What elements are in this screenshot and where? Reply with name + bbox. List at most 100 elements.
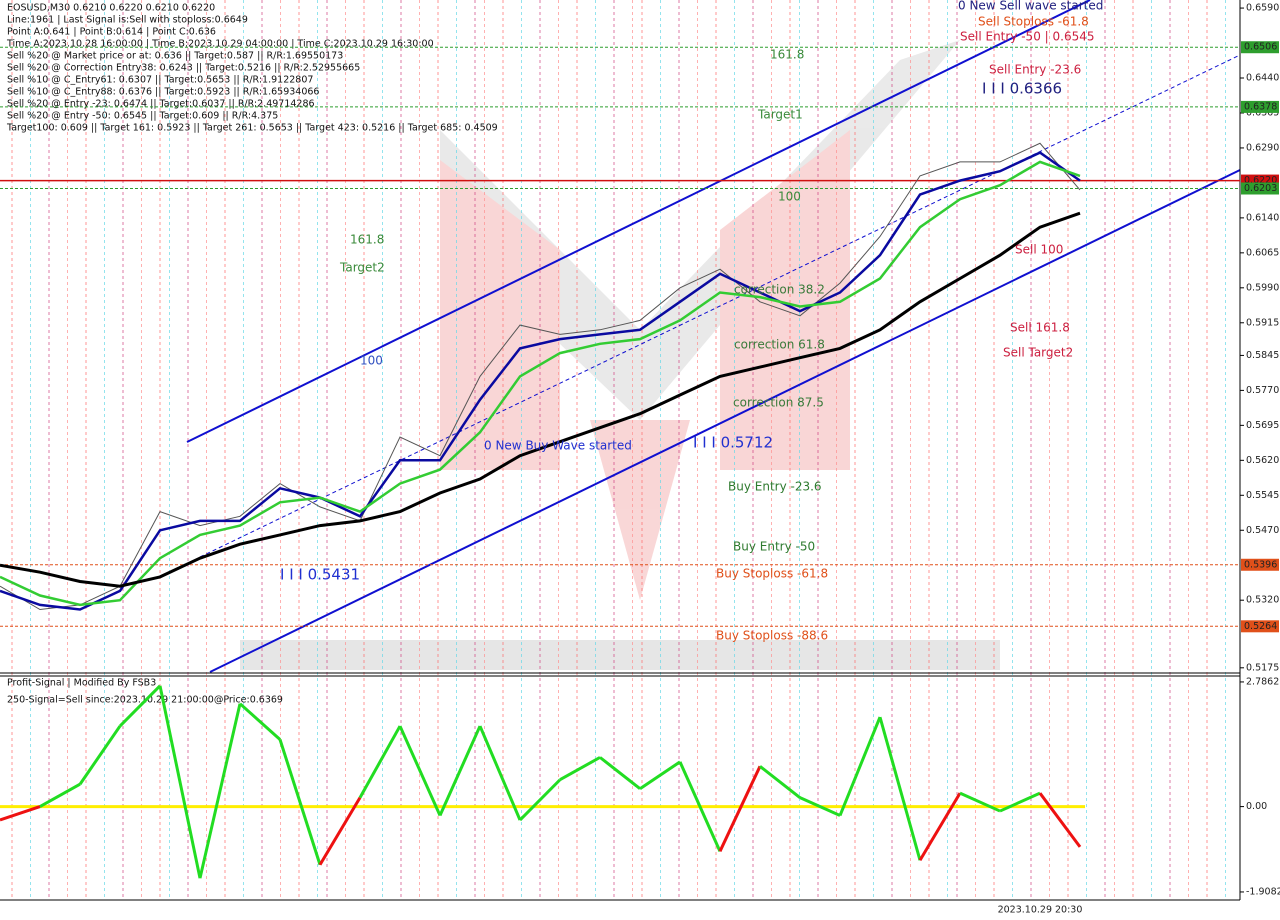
- annotation: Sell Target2: [1003, 346, 1073, 360]
- annotation: correction 61.8: [734, 338, 825, 352]
- oscillator-segment: [559, 756, 601, 782]
- series-line: [0, 160, 1081, 607]
- level-label: 0.6220: [1244, 175, 1277, 186]
- y-tick-label: 0.5770: [1246, 385, 1279, 396]
- y-tick-label: 2.7862: [1246, 676, 1279, 687]
- annotation: 100: [778, 190, 801, 204]
- oscillator-segment: [799, 796, 841, 817]
- info-line: Sell %20 @ Market price or at: 0.636 || …: [7, 51, 343, 62]
- oscillator-segment: [0, 805, 41, 822]
- info-line: Sell %20 @ Entry -50: 0.6545 || Target:0…: [7, 111, 278, 122]
- channel-middle: [199, 54, 1241, 558]
- y-tick-label: 0.5620: [1246, 455, 1279, 466]
- oscillator-segment: [158, 685, 202, 879]
- annotation: Buy Entry -23.6: [728, 480, 822, 494]
- level-label: 0.6506: [1244, 42, 1277, 53]
- annotation: Sell 100: [1015, 243, 1063, 257]
- level-badge: [1241, 100, 1279, 113]
- y-tick-label: 0.5320: [1246, 595, 1279, 606]
- info-line: Target100: 0.609 || Target 161: 0.5923 |…: [6, 123, 498, 134]
- info-line: Sell %10 @ C_Entry61: 0.6307 || Target:0…: [7, 75, 313, 86]
- info-line: Line:1961 | Last Signal is:Sell with sto…: [7, 15, 248, 26]
- level-badge: [1241, 620, 1279, 633]
- annotation: Buy Stoploss -61.8: [716, 567, 828, 581]
- x-tick-label: 2023.10.29 20:30: [998, 905, 1083, 916]
- channel-upper: [186, 0, 1091, 443]
- oscillator-segment: [438, 725, 482, 817]
- annotation: Target2: [339, 261, 385, 275]
- oscillator-segment: [759, 765, 801, 799]
- annotation: Sell Entry -23.6: [989, 63, 1081, 77]
- y-tick-label: 0.6365: [1246, 107, 1279, 118]
- oscillator-segment: [318, 796, 362, 866]
- oscillator-segment: [518, 778, 562, 822]
- annotation: 100: [360, 354, 383, 368]
- level-badge: [1241, 182, 1279, 195]
- oscillator-segment: [478, 725, 522, 821]
- annotation: I I I 0.6366: [982, 80, 1062, 98]
- annotation: Target1: [757, 108, 803, 122]
- annotation: 0 New Sell wave started: [958, 0, 1103, 13]
- channel-lower: [209, 169, 1241, 673]
- y-tick-label: 0.5915: [1246, 317, 1279, 328]
- level-label: 0.5264: [1244, 621, 1277, 632]
- osc-title: Profit-Signal | Modified By FSB3: [7, 678, 156, 689]
- annotation: 161.8: [770, 48, 804, 62]
- annotation: I I I 0.5712: [693, 434, 773, 452]
- oscillator-segment: [39, 782, 81, 808]
- series-line: [0, 151, 1081, 611]
- oscillator-segment: [918, 792, 962, 862]
- oscillator-segment: [999, 791, 1041, 813]
- annotation: Sell Entry -50 | 0.6545: [960, 30, 1094, 44]
- oscillator-segment: [639, 760, 681, 790]
- y-tick-label: 0.5470: [1246, 525, 1279, 536]
- y-tick-label: 0.5545: [1246, 490, 1279, 501]
- y-tick-label: 0.5175: [1246, 662, 1279, 673]
- level-label: 0.5396: [1244, 559, 1277, 570]
- info-line: Point A:0.641 | Point B:0.614 | Point C:…: [7, 27, 216, 38]
- y-tick-label: 0.5845: [1246, 350, 1279, 361]
- annotation: Buy Stoploss -88.6: [716, 629, 828, 643]
- y-tick-label: -1.9082: [1246, 886, 1280, 897]
- y-tick-label: 0.6290: [1246, 142, 1279, 153]
- oscillator-segment: [398, 725, 442, 817]
- series-line: [0, 211, 1081, 588]
- info-line: EOSUSD,M30 0.6210 0.6220 0.6210 0.6220: [7, 3, 215, 14]
- info-line: Sell %20 @ Correction Entry38: 0.6243 ||…: [7, 63, 360, 74]
- y-tick-label: 0.6590: [1246, 3, 1279, 14]
- y-tick-label: 0.6440: [1246, 72, 1279, 83]
- oscillator-segment: [358, 725, 402, 799]
- oscillator-segment: [838, 716, 882, 817]
- info-line: Sell %20 @ Entry -23: 0.6474 || Target:0…: [7, 99, 315, 110]
- oscillator-segment: [678, 761, 722, 852]
- annotation: 0 New Buy Wave started: [484, 439, 632, 453]
- oscillator-segment: [278, 739, 322, 866]
- oscillator-segment: [238, 702, 282, 741]
- oscillator-segment: [718, 765, 762, 852]
- y-tick-label: 0.00: [1246, 801, 1267, 812]
- annotation: correction 87.5: [733, 396, 824, 410]
- level-badge: [1241, 558, 1279, 571]
- level-label: 0.6203: [1244, 183, 1277, 194]
- annotation: 161.8: [350, 233, 384, 247]
- info-line: Time A:2023.10.28 16:00:00 | Time B:2023…: [6, 39, 434, 50]
- annotation: Sell Stoploss -61.8: [978, 15, 1089, 29]
- y-tick-label: 0.5990: [1246, 282, 1279, 293]
- oscillator-segment: [198, 703, 242, 879]
- y-tick-label: 0.5695: [1246, 420, 1279, 431]
- level-label: 0.6378: [1244, 101, 1277, 112]
- oscillator-segment: [959, 791, 1001, 813]
- annotation: Sell 161.8: [1010, 321, 1070, 335]
- oscillator-segment: [878, 716, 922, 861]
- oscillator-segment: [1038, 792, 1082, 848]
- y-tick-label: 0.6140: [1246, 212, 1279, 223]
- info-line: Sell %10 @ C_Entry88: 0.6376 || Target:0…: [7, 87, 319, 98]
- y-tick-label: 0.6065: [1246, 247, 1279, 258]
- time-markers: [11, 0, 1226, 900]
- oscillator-segment: [599, 756, 641, 790]
- annotation: correction 38.2: [734, 283, 825, 297]
- oscillator-segment: [78, 725, 122, 786]
